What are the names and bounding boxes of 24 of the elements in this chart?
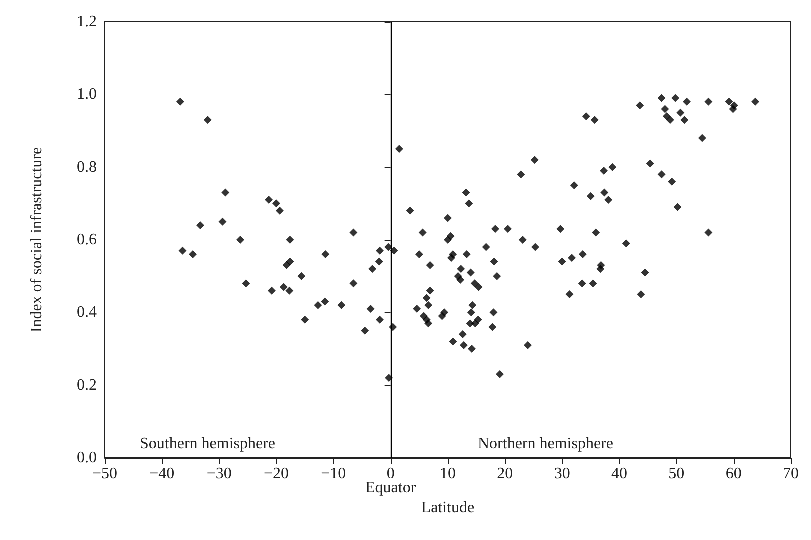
x-tick-label: 10 xyxy=(440,466,456,482)
x-tick-label: −10 xyxy=(321,466,346,482)
x-tick-label: 50 xyxy=(668,466,685,482)
y-tick-label: 0.4 xyxy=(77,304,97,322)
y-tick-label: 0.2 xyxy=(77,376,97,394)
x-tick-label: −30 xyxy=(206,466,232,482)
y-tick-label: 1.2 xyxy=(77,14,97,30)
annotation: Northern hemisphere xyxy=(478,436,614,452)
x-tick-label: 60 xyxy=(726,466,742,482)
x-tick-label: −40 xyxy=(150,466,175,482)
y-tick-label: 0.8 xyxy=(77,158,97,176)
annotation: Southern hemisphere xyxy=(140,436,276,452)
ref-line-label: Equator xyxy=(366,480,417,496)
y-tick-label: 0.6 xyxy=(77,232,97,248)
x-tick-label: 20 xyxy=(497,466,514,482)
x-tick-label: −50 xyxy=(92,466,118,482)
y-axis-title: Index of social infrastructure xyxy=(28,147,46,333)
x-tick-label: −20 xyxy=(264,466,290,482)
x-axis-title: Latitude xyxy=(421,500,475,516)
x-tick-label: 40 xyxy=(612,466,628,482)
x-tick-label: 70 xyxy=(783,466,799,482)
y-tick-label: 1.0 xyxy=(77,86,97,104)
y-tick-label: 0.0 xyxy=(77,450,97,466)
x-tick-label: 30 xyxy=(554,466,570,482)
